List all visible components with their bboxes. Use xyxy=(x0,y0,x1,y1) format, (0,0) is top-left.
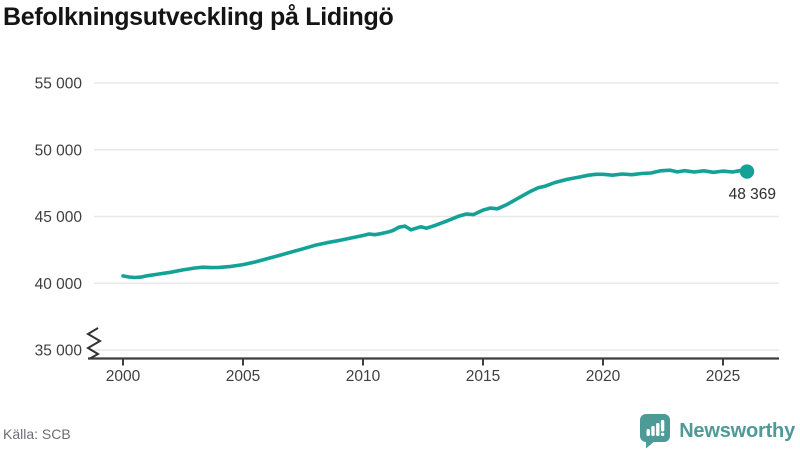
y-axis-break-icon xyxy=(86,327,102,360)
endpoint-value-label: 48 369 xyxy=(729,186,776,203)
y-tick-label: 45 000 xyxy=(35,209,83,226)
newsworthy-wordmark: Newsworthy xyxy=(679,420,795,442)
x-tick-label: 2005 xyxy=(226,368,260,385)
x-tick-label: 2025 xyxy=(706,368,740,385)
y-tick-label: 40 000 xyxy=(35,276,83,293)
x-tick-label: 2015 xyxy=(466,368,500,385)
chart-title: Befolkningsutveckling på Lidingö xyxy=(3,3,394,31)
x-tick-label: 2020 xyxy=(586,368,621,385)
population-line xyxy=(121,168,749,280)
newsworthy-bubble-chart-icon xyxy=(640,414,671,449)
newsworthy-logo: Newsworthy xyxy=(640,414,795,449)
y-tick-label: 50 000 xyxy=(35,142,83,159)
x-tick-label: 2010 xyxy=(346,368,381,385)
x-tick-label: 2000 xyxy=(106,368,141,385)
source-attribution: Källa: SCB xyxy=(3,426,71,442)
y-tick-label: 35 000 xyxy=(35,343,83,360)
y-tick-label: 55 000 xyxy=(35,76,83,93)
endpoint-dot xyxy=(739,164,755,179)
